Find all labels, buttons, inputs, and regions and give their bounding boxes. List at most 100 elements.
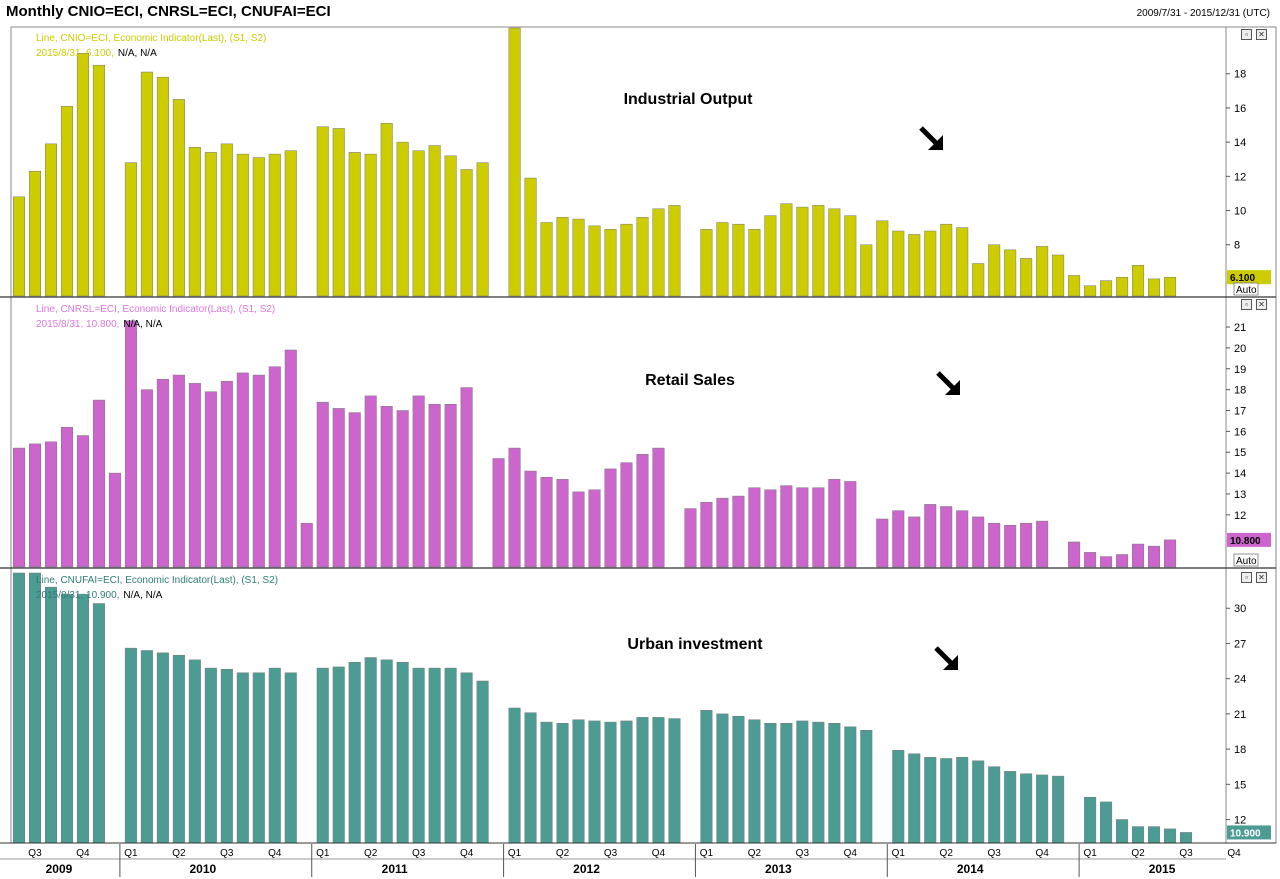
- urban-y-tick-label: 21: [1234, 709, 1246, 721]
- x-quarter-label: Q4: [844, 848, 858, 859]
- industrial-annotation: Industrial Output: [624, 91, 754, 108]
- x-year-label: 2015: [1149, 862, 1176, 876]
- panel3-restore-icon[interactable]: ▫: [1241, 572, 1252, 583]
- x-quarter-label: Q1: [700, 848, 714, 859]
- x-quarter-label: Q4: [268, 848, 282, 859]
- industrial-bar: [748, 229, 761, 297]
- urban-bar: [524, 712, 537, 844]
- industrial-bar: [940, 223, 953, 297]
- urban-bar: [780, 723, 793, 844]
- urban-bar: [732, 715, 745, 844]
- industrial-bar: [572, 218, 585, 297]
- panel2-restore-icon[interactable]: ▫: [1241, 299, 1252, 310]
- retail-annotation: Retail Sales: [645, 372, 735, 389]
- panel1-close-icon[interactable]: ✕: [1256, 29, 1267, 40]
- retail-legend-value: 2015/8/31, 10.800,: [36, 319, 119, 330]
- industrial-y-tick-label: 8: [1234, 240, 1240, 252]
- industrial-bar: [44, 143, 57, 297]
- retail-last-value-label: 10.800: [1230, 536, 1261, 547]
- date-range: 2009/7/31 - 2015/12/31 (UTC): [1136, 8, 1270, 19]
- retail-bar: [572, 491, 585, 568]
- panel1-restore-icon[interactable]: ▫: [1241, 29, 1252, 40]
- industrial-bar: [812, 205, 825, 297]
- retail-bar: [236, 372, 249, 568]
- x-quarter-label: Q2: [364, 848, 378, 859]
- urban-bar: [1132, 826, 1145, 844]
- retail-bar: [220, 381, 233, 568]
- x-quarter-label: Q3: [988, 848, 1002, 859]
- retail-bar: [124, 320, 137, 568]
- retail-bar: [60, 426, 73, 568]
- urban-bar: [156, 652, 169, 844]
- urban-bar: [316, 667, 329, 844]
- industrial-bar: [156, 76, 169, 297]
- retail-bar: [332, 408, 345, 568]
- x-quarter-label: Q1: [124, 848, 138, 859]
- retail-bar: [636, 454, 649, 568]
- industrial-bar: [1132, 264, 1145, 297]
- urban-bar: [1164, 828, 1177, 844]
- urban-bar: [1116, 819, 1129, 844]
- retail-bar: [508, 447, 521, 568]
- retail-bar: [844, 481, 857, 568]
- panel3-close-icon[interactable]: ✕: [1256, 572, 1267, 583]
- panel2-close-icon[interactable]: ✕: [1256, 299, 1267, 310]
- industrial-bar: [588, 225, 601, 297]
- retail-bar: [1132, 543, 1145, 568]
- industrial-bar: [428, 145, 441, 297]
- retail-bar: [988, 522, 1001, 568]
- retail-legend-na: N/A, N/A: [123, 319, 162, 330]
- retail-bar: [684, 508, 697, 568]
- industrial-y-tick-label: 18: [1234, 69, 1246, 81]
- industrial-bar: [780, 203, 793, 297]
- urban-bar: [220, 669, 233, 844]
- retail-y-tick-label: 14: [1234, 468, 1246, 480]
- retail-bar: [812, 487, 825, 568]
- retail-bar: [876, 518, 889, 568]
- retail-bar: [396, 410, 409, 568]
- industrial-bar: [716, 222, 729, 297]
- urban-bar: [796, 720, 809, 844]
- retail-bar: [28, 443, 41, 568]
- retail-bar: [524, 470, 537, 568]
- industrial-bar: [908, 234, 921, 297]
- urban-bar: [172, 654, 185, 844]
- industrial-bar: [188, 147, 201, 297]
- urban-bar: [348, 661, 361, 844]
- retail-y-tick-label: 13: [1234, 489, 1246, 501]
- industrial-auto-box: [1233, 282, 1259, 296]
- industrial-y-tick-label: 16: [1234, 103, 1246, 115]
- retail-bar: [348, 412, 361, 568]
- x-quarter-label: Q3: [412, 848, 426, 859]
- retail-bar: [908, 516, 921, 568]
- x-quarter-label: Q1: [892, 848, 906, 859]
- industrial-bar: [668, 205, 681, 297]
- urban-bar: [284, 672, 297, 844]
- industrial-bar: [796, 206, 809, 297]
- x-quarter-label: Q3: [796, 848, 810, 859]
- retail-bar: [364, 395, 377, 568]
- urban-bar: [1148, 826, 1161, 844]
- industrial-bar: [604, 229, 617, 297]
- urban-bar: [60, 593, 73, 844]
- urban-bar: [444, 667, 457, 844]
- retail-bar: [620, 462, 633, 568]
- retail-bar: [748, 487, 761, 568]
- retail-bar: [972, 516, 985, 568]
- industrial-bar: [876, 220, 889, 297]
- urban-bar: [1036, 774, 1049, 844]
- urban-legend-value: 2015/8/31, 10.900,: [36, 590, 119, 601]
- urban-y-tick-label: 12: [1234, 815, 1246, 827]
- urban-annotation: Urban investment: [627, 636, 763, 653]
- retail-bar: [956, 510, 969, 568]
- x-quarter-label: Q1: [1083, 848, 1097, 859]
- retail-bar: [700, 502, 713, 568]
- urban-bar: [908, 753, 921, 844]
- urban-bar: [140, 650, 153, 844]
- retail-bar: [1084, 552, 1097, 568]
- x-quarter-label: Q4: [1227, 848, 1241, 859]
- retail-y-tick-label: 17: [1234, 406, 1246, 418]
- urban-bar: [252, 672, 265, 844]
- urban-bar: [748, 719, 761, 844]
- down-arrow-icon: [934, 646, 954, 666]
